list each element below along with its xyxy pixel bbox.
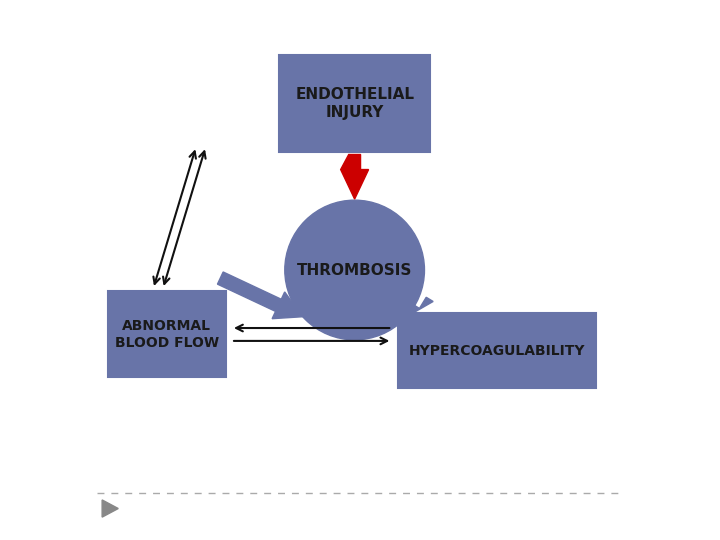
Text: ENDOTHELIAL
INJURY: ENDOTHELIAL INJURY	[295, 87, 414, 120]
Text: THROMBOSIS: THROMBOSIS	[297, 262, 413, 278]
Polygon shape	[217, 272, 302, 319]
Polygon shape	[341, 154, 369, 199]
FancyBboxPatch shape	[107, 292, 225, 377]
Text: ABNORMAL
BLOOD FLOW: ABNORMAL BLOOD FLOW	[114, 319, 219, 349]
Circle shape	[285, 200, 425, 340]
FancyBboxPatch shape	[279, 55, 430, 152]
FancyBboxPatch shape	[397, 313, 596, 388]
Polygon shape	[102, 500, 118, 517]
Text: HYPERCOAGULABILITY: HYPERCOAGULABILITY	[409, 343, 585, 357]
Polygon shape	[407, 286, 433, 317]
